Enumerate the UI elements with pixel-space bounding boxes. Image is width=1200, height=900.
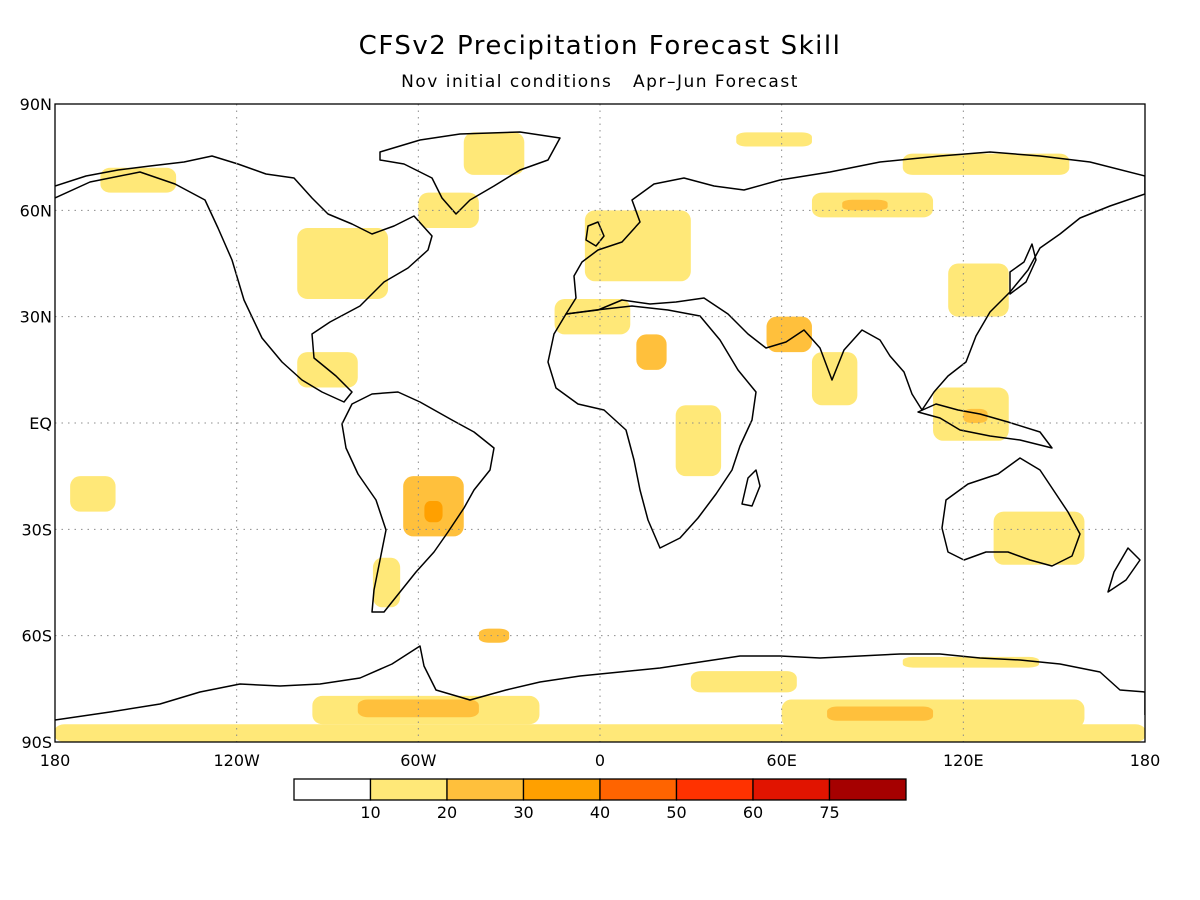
map-frame [54,103,1146,743]
australia-outline [941,457,1081,567]
skill-region-antarctica-band [55,724,1145,742]
legend-swatch [599,778,678,801]
skill-region-greenland [463,132,525,175]
latitude-labels: 90N 60N 30N EQ 30S 60S 90S [20,95,52,752]
skill-region-south-america-center [424,500,443,523]
lon-tick-label: 60E [766,751,796,770]
legend-label: 40 [590,803,610,822]
lat-tick-label: 60N [20,201,52,220]
antarctica-outline [55,645,1145,721]
legend-swatch [828,778,907,801]
legend-label: 75 [819,803,839,822]
skill-region-north-africa [554,298,631,335]
graticule [55,104,1145,742]
skill-region-alaska [100,167,177,193]
skill-region-africa-east [675,405,722,477]
maritime-continent-outline [917,403,1053,449]
new-zealand-outline [1107,547,1141,593]
lon-tick-label: 120E [943,751,984,770]
lat-tick-label: EQ [29,414,52,433]
map-title: CFSv2 Precipitation Forecast Skill [359,31,842,61]
skill-region-india [811,352,858,406]
lon-tick-label: 0 [595,751,605,770]
skill-region-north-atlantic [418,192,479,229]
skill-region-europe [584,210,691,282]
coastlines [55,131,1145,721]
map-subtitle: Nov initial conditions Apr–Jun Forecast [401,72,799,92]
greenland-outline [379,131,561,215]
skill-region-australia-east [993,511,1085,565]
japan-outline [1009,243,1037,295]
skill-region-east-asia [948,263,1009,317]
lon-tick-label: 180 [40,751,71,770]
legend-label: 60 [743,803,763,822]
lon-tick-label: 60W [400,751,436,770]
lat-tick-label: 30S [21,520,52,539]
eurasia-outline [565,151,1145,411]
skill-region-south-atlantic-blob [478,628,510,643]
skill-region-arabia [766,316,812,353]
skill-region-arctic-russia [902,153,1070,175]
skill-region-arctic-svalbard [736,132,812,147]
legend-swatch [675,778,754,801]
legend-swatch [369,778,448,801]
skill-region-antarctica-pacific-core [357,699,479,718]
lat-tick-label: 30N [20,308,52,327]
color-legend: 10 20 30 40 50 60 75 [293,778,907,822]
lon-tick-label: 180 [1130,751,1161,770]
skill-regions [55,132,1145,742]
lat-tick-label: 90S [21,733,52,752]
skill-region-patagonia [372,557,401,608]
legend-swatch [752,778,831,801]
skill-region-antarctica-east-core [827,706,934,721]
legend-label: 50 [666,803,686,822]
north-america-outline [55,155,433,403]
skill-region-pacific-east [70,476,116,512]
lat-tick-label: 60S [21,627,52,646]
skill-region-north-america-east [297,228,389,299]
legend-label: 10 [360,803,380,822]
skill-region-siberia-core [842,199,888,211]
legend-swatch [446,778,525,801]
longitude-labels: 180 120W 60W 0 60E 120E 180 [40,751,1161,770]
legend-swatch [293,778,372,801]
legend-swatch [522,778,601,801]
legend-label: 30 [513,803,533,822]
legend-label: 20 [437,803,457,822]
south-america-outline [341,391,495,613]
africa-outline [547,305,757,549]
skill-region-antarctica-coast-a [690,671,797,693]
skill-region-sahara [636,334,667,370]
madagascar-outline [741,469,761,507]
skill-region-antarctica-coast-b [902,656,1040,668]
lon-tick-label: 120W [213,751,260,770]
lat-tick-label: 90N [20,95,52,114]
